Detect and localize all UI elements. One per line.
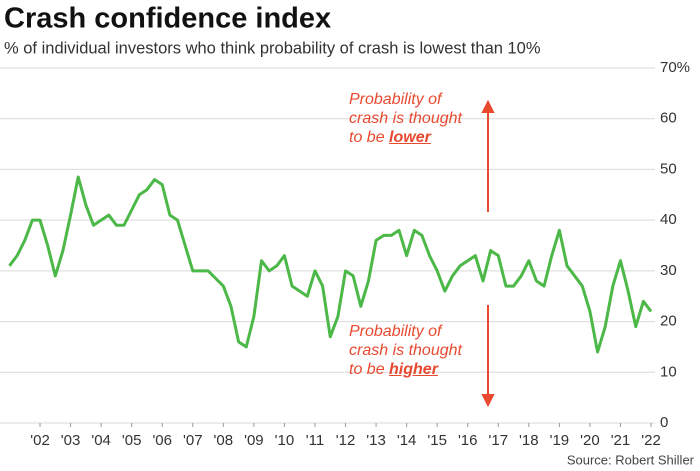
y-tick-label: 30 [660,262,677,279]
y-tick-label: 40 [660,211,677,228]
x-tick-label: '10 [275,432,295,449]
source: Source: Robert Shiller [567,452,695,467]
y-tick-label: 10 [660,363,677,380]
annotation-emphasis: higher [389,361,438,378]
y-tick-label: 0 [660,414,668,431]
x-tick-label: '09 [244,432,264,449]
arrow-head [481,99,495,113]
annotation-line: to be lower [349,128,462,147]
x-tick-label: '20 [580,432,600,449]
x-tick-label: '19 [550,432,570,449]
x-tick-label: '04 [91,432,111,449]
annotation-line: to be higher [349,360,462,379]
annotation-emphasis: lower [389,129,431,146]
grid [0,67,655,427]
x-tick-label: '03 [61,432,81,449]
x-tick-label: '15 [427,432,447,449]
x-tick-label: '16 [458,432,478,449]
annotation: Probability of crash is thought to be hi… [349,322,462,379]
y-tick-label: 60 [660,110,677,127]
y-tick-label: 50 [660,160,677,177]
annotation-line: Probability of [349,91,442,108]
x-tick-label: '06 [152,432,172,449]
x-tick-label: '14 [397,432,417,449]
x-tick-label: '08 [214,432,234,449]
arrow-head [481,394,495,408]
y-tick-label: 20 [660,313,677,330]
annotation-line: crash is thought [349,342,462,359]
annotation-line: Probability of [349,323,442,340]
annotation-text: to be [349,129,390,146]
annotation-text: to be [349,361,390,378]
x-tick-label: '02 [30,432,50,449]
x-tick-label: '11 [306,432,324,449]
x-tick-label: '22 [641,432,661,449]
x-tick-label: '17 [488,432,508,449]
chart-subtitle: % of individual investors who think prob… [4,39,541,57]
x-tick-label: '21 [611,432,631,449]
annotation-line: crash is thought [349,110,462,127]
x-tick-label: '12 [336,432,356,449]
x-tick-label: '05 [122,432,142,449]
data-line [8,175,653,354]
x-tick-label: '18 [519,432,539,449]
arrows [481,99,495,408]
y-tick-label: 70% [660,59,690,76]
annotation: Probability of crash is thought to be lo… [349,90,462,147]
x-tick-label: '07 [183,432,203,449]
x-tick-label: '13 [366,432,386,449]
chart-title: Crash confidence index [4,3,331,35]
